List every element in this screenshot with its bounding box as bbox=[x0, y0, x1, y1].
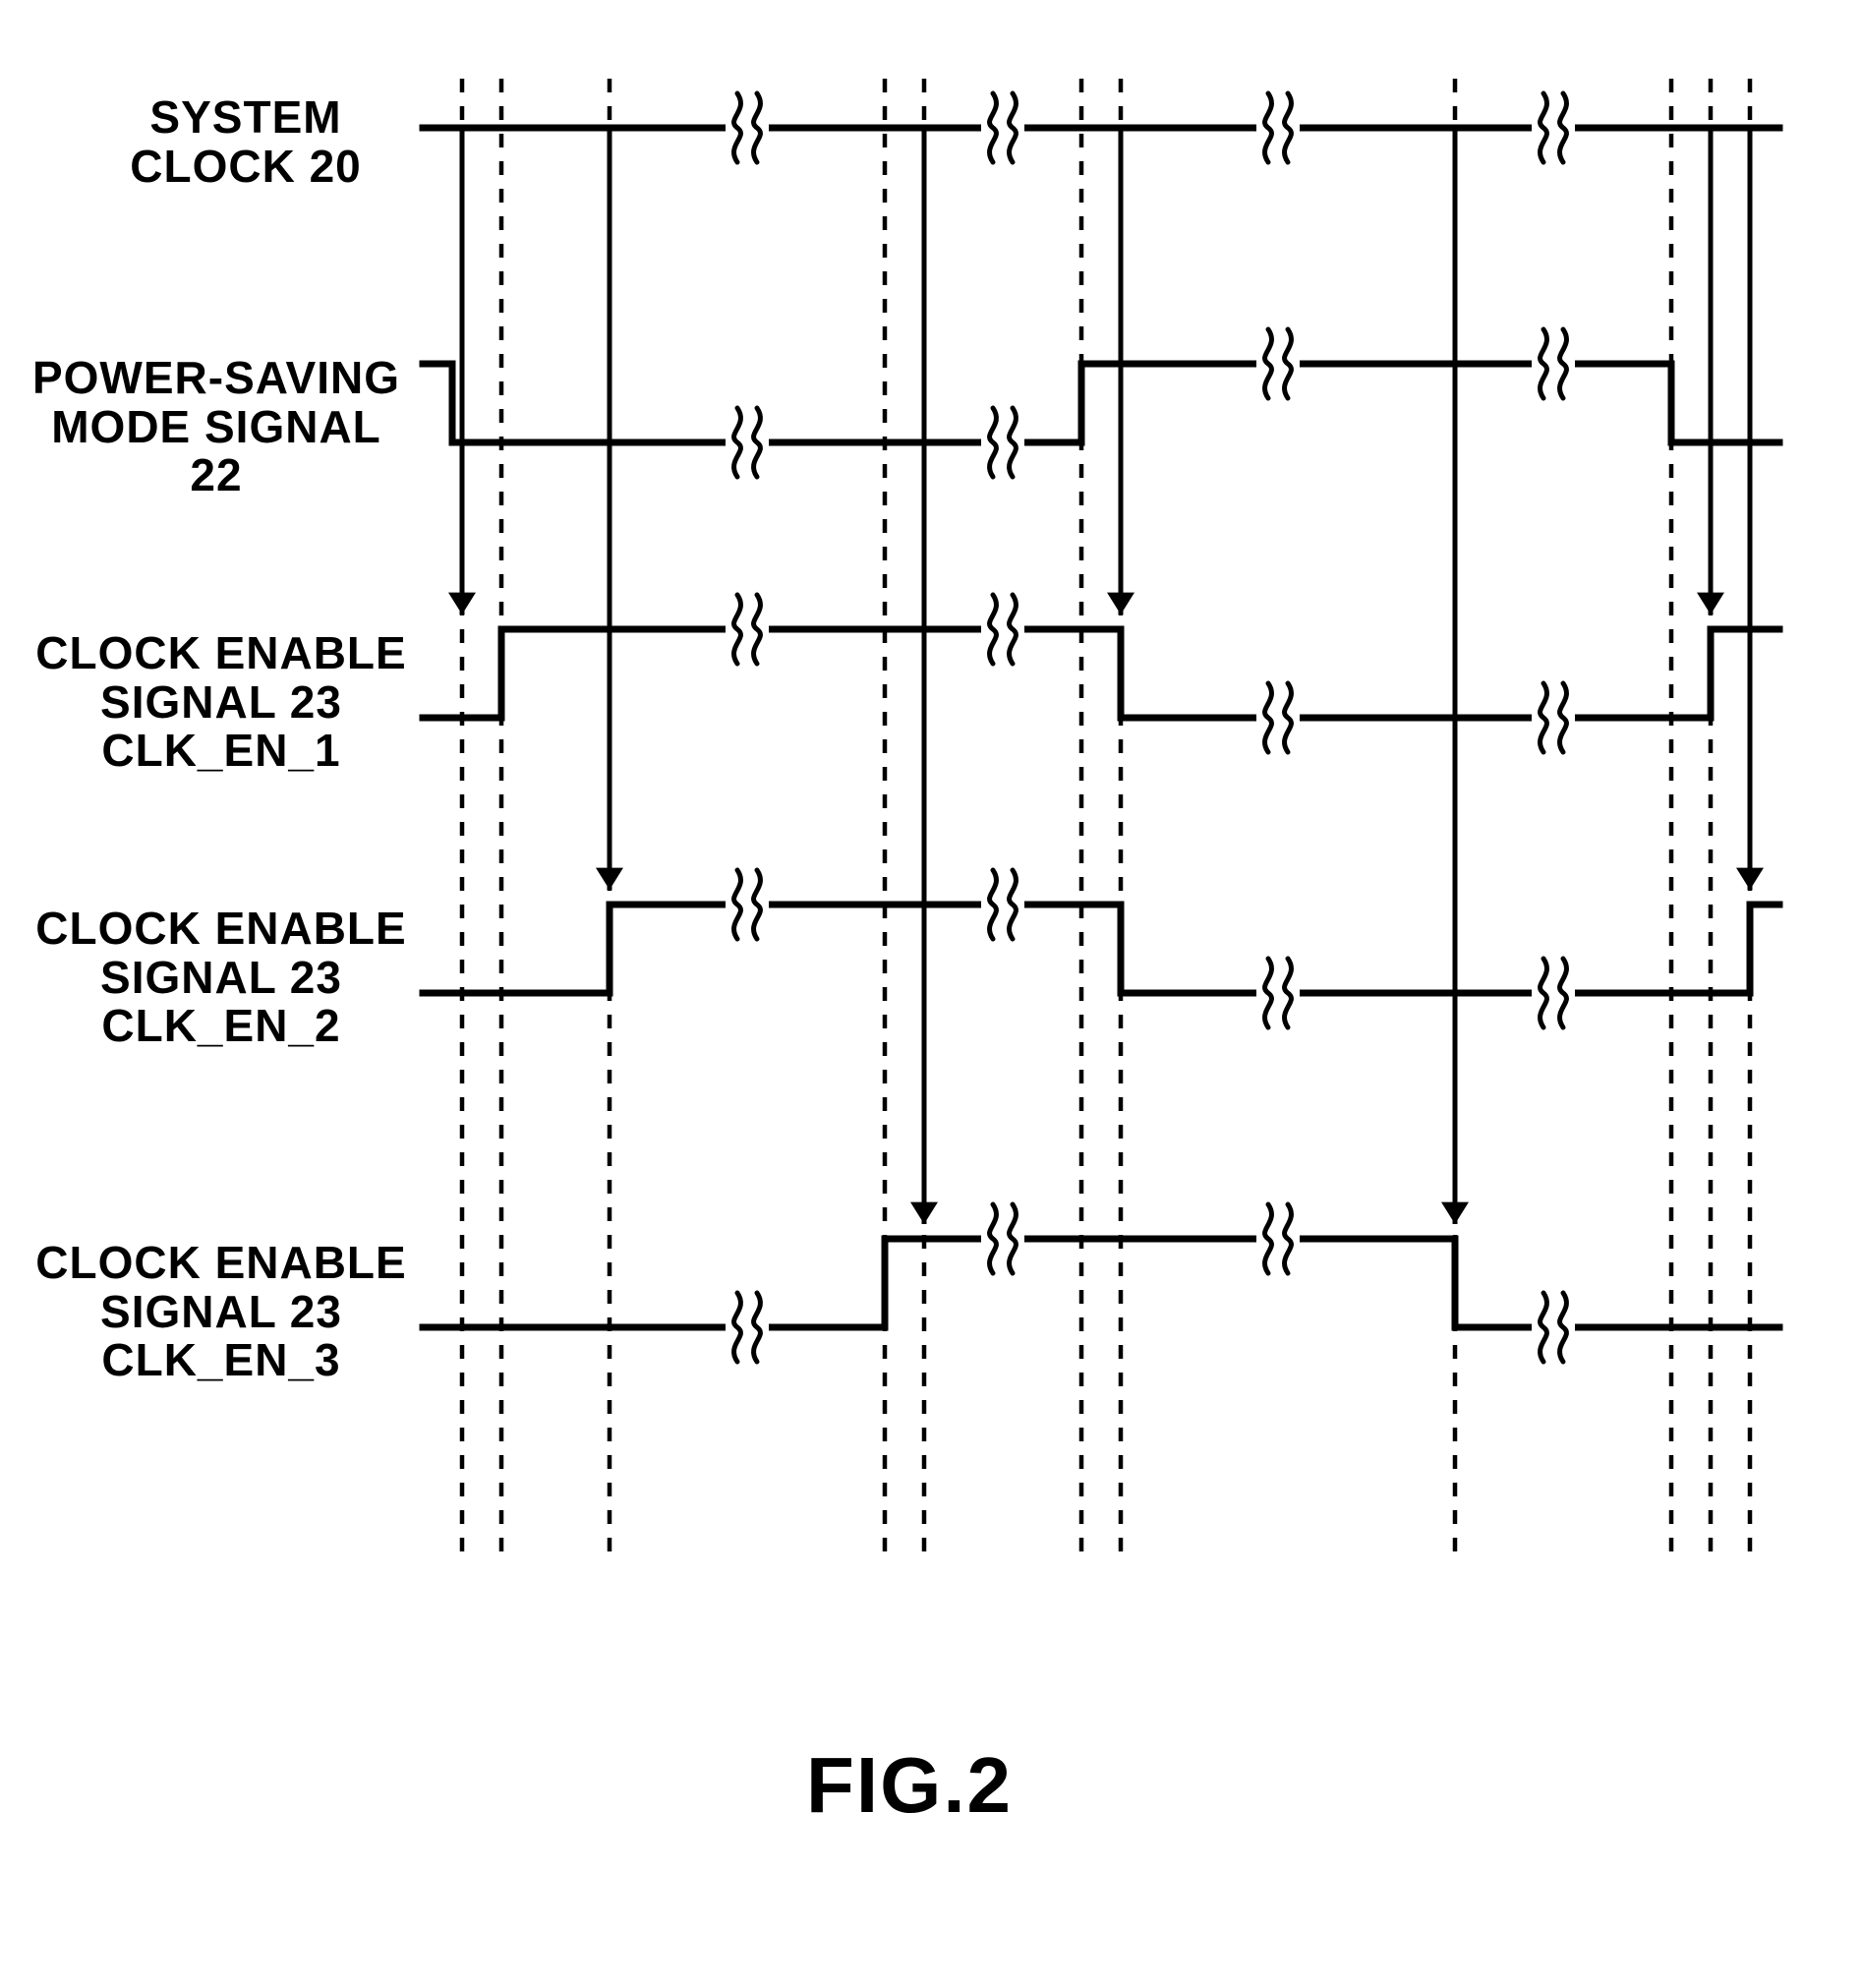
arrow-head-icon bbox=[596, 868, 623, 890]
arrow-head-icon bbox=[1441, 1202, 1469, 1224]
arrow-head-icon bbox=[448, 593, 476, 614]
arrow-head-icon bbox=[1107, 593, 1134, 614]
waveform-clk-en-1 bbox=[423, 629, 1779, 718]
timing-diagram bbox=[0, 0, 1861, 1988]
waveform-power-saving bbox=[423, 364, 1779, 442]
arrow-head-icon bbox=[910, 1202, 938, 1224]
arrow-head-icon bbox=[1736, 868, 1764, 890]
arrow-head-icon bbox=[1697, 593, 1724, 614]
waveform-clk-en-3 bbox=[423, 1239, 1779, 1327]
waveform-clk-en-2 bbox=[423, 905, 1779, 993]
